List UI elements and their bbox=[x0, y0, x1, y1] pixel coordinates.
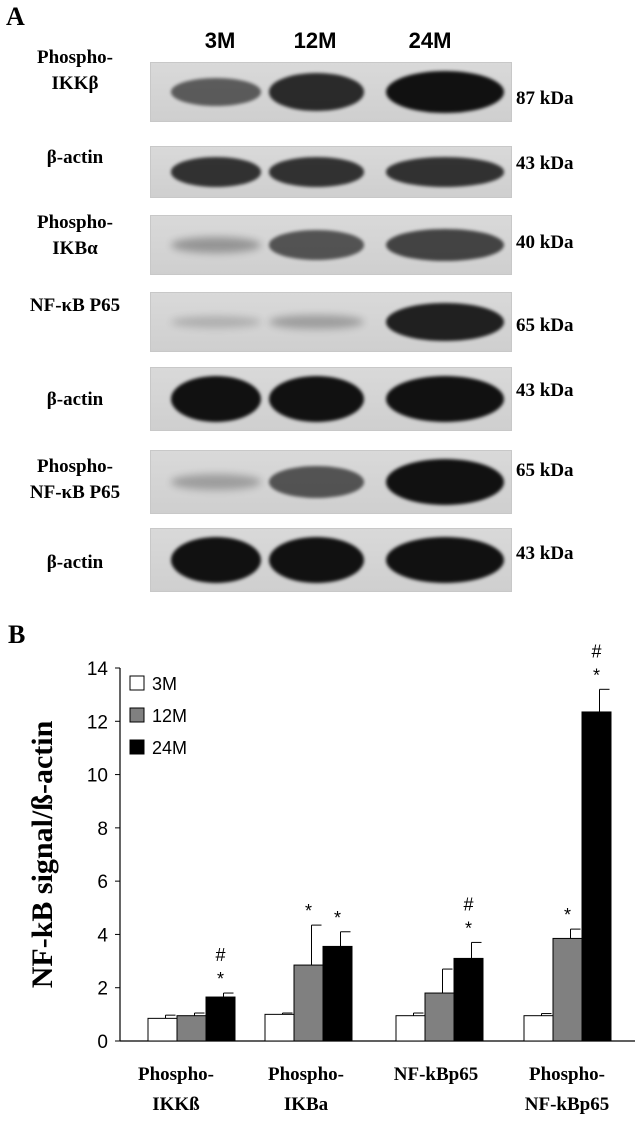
bar-12m-1 bbox=[293, 964, 324, 1042]
y-tick-label: 12 bbox=[87, 712, 108, 733]
legend-label: 3M bbox=[152, 674, 177, 694]
lane-label-3m: 3M bbox=[204, 28, 236, 53]
blot-band bbox=[171, 474, 261, 490]
significance-marker: * bbox=[465, 918, 472, 938]
y-axis-label: NF-kB signal/ß-actin bbox=[26, 720, 59, 988]
significance-marker: * bbox=[305, 901, 312, 921]
blot-band bbox=[386, 459, 504, 505]
bar-3m-2 bbox=[395, 1015, 426, 1042]
blot-kda-label: 65 kDa bbox=[516, 315, 574, 336]
blot-strip bbox=[150, 146, 512, 198]
blot-band bbox=[171, 236, 261, 254]
y-tick-label: 0 bbox=[97, 1032, 108, 1053]
y-tick-label: 8 bbox=[97, 819, 108, 840]
blot-band bbox=[269, 314, 364, 330]
y-tick-label: 2 bbox=[97, 979, 108, 1000]
blot-kda-label: 65 kDa bbox=[516, 460, 574, 481]
y-tick-label: 6 bbox=[97, 872, 108, 893]
bar-chart: 0 2 4 6 8 10 12 14 NF-kB signal/ß-actin * * * # * * # * #… bbox=[26, 641, 635, 1115]
bar-12m-0 bbox=[176, 1015, 207, 1042]
bar-12m-3 bbox=[552, 937, 583, 1042]
significance-marker: # bbox=[591, 641, 601, 661]
blot-band bbox=[269, 466, 364, 498]
blot-band bbox=[386, 71, 504, 113]
panel-a-letter: A bbox=[6, 2, 25, 31]
x-category-label: IKBa bbox=[284, 1094, 329, 1115]
blot-band bbox=[386, 376, 504, 422]
significance-marker: * bbox=[334, 908, 341, 928]
legend-swatch-24m bbox=[129, 739, 145, 755]
x-category-label: Phospho- bbox=[138, 1064, 214, 1085]
bar-24m-0 bbox=[205, 996, 236, 1042]
blot-band bbox=[386, 302, 504, 342]
blot-band bbox=[386, 537, 504, 583]
y-tick-label: 10 bbox=[87, 766, 108, 787]
blot-band bbox=[386, 157, 504, 187]
blot-band bbox=[269, 230, 364, 260]
significance-marker: * bbox=[564, 905, 571, 925]
bar-3m-1 bbox=[264, 1013, 295, 1042]
blot-band bbox=[171, 537, 261, 583]
blot-band bbox=[386, 228, 504, 262]
blot-strip bbox=[150, 367, 512, 431]
x-category-label: IKKß bbox=[152, 1094, 200, 1115]
blot-strip bbox=[150, 292, 512, 352]
blot-strip bbox=[150, 528, 512, 592]
blot-label: β-actin bbox=[46, 389, 104, 410]
x-category-label: NF-kBp65 bbox=[394, 1064, 478, 1085]
significance-marker: # bbox=[215, 945, 225, 965]
blot-band bbox=[171, 157, 261, 187]
significance-marker: * bbox=[217, 969, 224, 989]
blot-label: Phospho- IKBα bbox=[36, 212, 114, 259]
bar-3m-0 bbox=[147, 1017, 178, 1042]
significance-marker: # bbox=[463, 894, 473, 914]
legend-swatch-3m bbox=[129, 675, 145, 691]
blot-kda-label: 43 kDa bbox=[516, 380, 574, 401]
bar-12m-2 bbox=[424, 992, 455, 1042]
blot-strip bbox=[150, 215, 512, 275]
blot-label: β-actin bbox=[46, 552, 104, 573]
blot-kda-label: 43 kDa bbox=[516, 153, 574, 174]
y-tick-label: 14 bbox=[87, 659, 109, 680]
bar-24m-3 bbox=[581, 711, 612, 1042]
blot-kda-label: 43 kDa bbox=[516, 543, 574, 564]
legend-label: 12M bbox=[152, 706, 187, 726]
blot-band bbox=[171, 376, 261, 422]
lane-label-12m: 12M bbox=[293, 28, 337, 53]
blot-band bbox=[269, 73, 364, 111]
panel-b-letter: B bbox=[8, 620, 26, 649]
blot-label: Phospho- NF-κB P65 bbox=[29, 456, 121, 503]
legend-label: 24M bbox=[152, 738, 187, 758]
significance-marker: * bbox=[593, 665, 600, 685]
blot-band bbox=[269, 157, 364, 187]
blot-band bbox=[171, 316, 261, 328]
blot-label: Phospho- IKKβ bbox=[36, 47, 114, 94]
bar-3m-3 bbox=[523, 1015, 554, 1042]
bar-24m-2 bbox=[453, 957, 484, 1042]
blot-label: NF-κB P65 bbox=[29, 295, 121, 316]
blot-band bbox=[269, 537, 364, 583]
blot-strip bbox=[150, 450, 512, 514]
x-category-label: NF-kBp65 bbox=[525, 1094, 609, 1115]
blot-kda-label: 40 kDa bbox=[516, 232, 574, 253]
x-category-label: Phospho- bbox=[268, 1064, 344, 1085]
x-category-label: Phospho- bbox=[529, 1064, 605, 1085]
blot-band bbox=[269, 376, 364, 422]
blot-label: β-actin bbox=[46, 147, 104, 168]
blot-kda-label: 87 kDa bbox=[516, 88, 574, 109]
bar-24m-1 bbox=[322, 945, 353, 1042]
blot-strip bbox=[150, 62, 512, 122]
y-tick-label: 4 bbox=[97, 925, 108, 946]
lane-label-24m: 24M bbox=[408, 28, 452, 53]
legend-swatch-12m bbox=[129, 707, 145, 723]
blot-band bbox=[171, 78, 261, 106]
